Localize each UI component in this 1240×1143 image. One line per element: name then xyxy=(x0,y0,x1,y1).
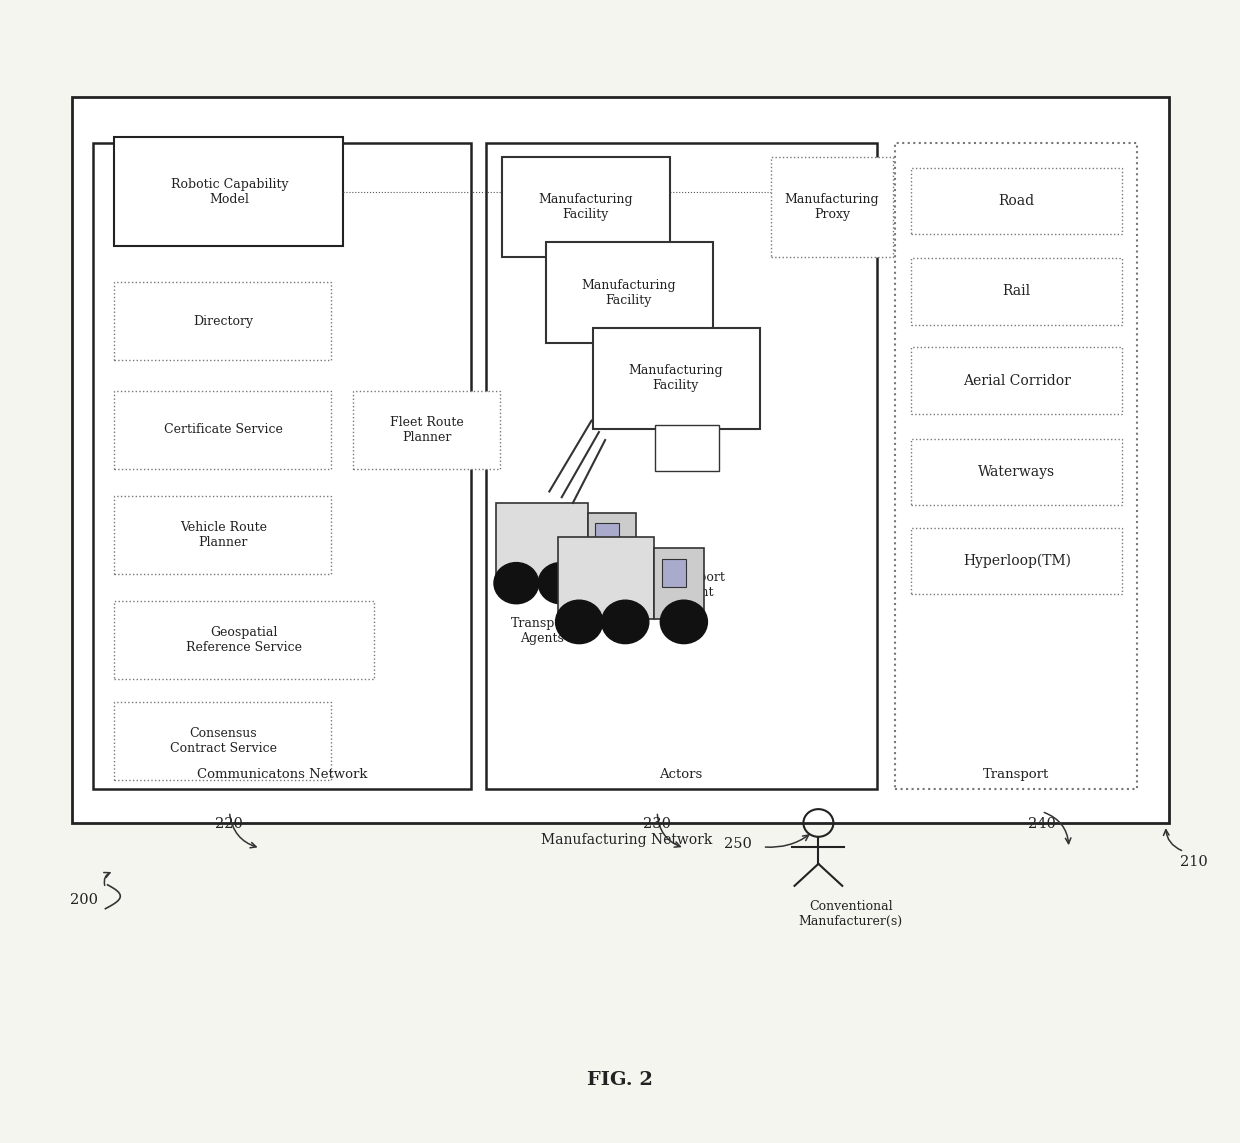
Text: Manufacturing
Proxy: Manufacturing Proxy xyxy=(785,193,879,221)
Bar xyxy=(588,513,636,580)
Text: FIG. 2: FIG. 2 xyxy=(587,1071,653,1089)
Bar xyxy=(114,282,331,360)
Bar xyxy=(353,391,500,469)
Text: Certificate Service: Certificate Service xyxy=(164,423,283,437)
Text: Vehicle Route
Planner: Vehicle Route Planner xyxy=(180,521,267,549)
Text: Aerial Corridor: Aerial Corridor xyxy=(963,374,1070,387)
Bar xyxy=(93,143,471,789)
Bar xyxy=(911,347,1122,414)
Circle shape xyxy=(494,562,538,604)
Circle shape xyxy=(594,562,639,604)
Text: Communicatons Network: Communicatons Network xyxy=(197,768,368,782)
Text: 220: 220 xyxy=(216,817,243,831)
Bar xyxy=(595,523,619,550)
Bar xyxy=(114,702,331,780)
Circle shape xyxy=(556,600,603,644)
Bar xyxy=(911,258,1122,325)
Text: Actors: Actors xyxy=(660,768,702,782)
Bar xyxy=(911,528,1122,594)
Circle shape xyxy=(538,562,583,604)
Bar xyxy=(895,143,1137,789)
Text: Road: Road xyxy=(998,194,1035,208)
Bar xyxy=(114,391,331,469)
Text: Consensus
Contract Service: Consensus Contract Service xyxy=(170,727,277,754)
Text: 210: 210 xyxy=(1180,855,1208,869)
Text: Fleet Route
Planner: Fleet Route Planner xyxy=(389,416,464,443)
Text: 240: 240 xyxy=(1028,817,1055,831)
Text: 250: 250 xyxy=(724,838,751,852)
Bar xyxy=(114,601,374,679)
Bar xyxy=(496,503,588,580)
Text: Hyperloop(TM): Hyperloop(TM) xyxy=(962,554,1071,568)
Text: Transport: Transport xyxy=(982,768,1049,782)
Circle shape xyxy=(601,600,649,644)
Text: Manufacturing Network: Manufacturing Network xyxy=(541,833,712,847)
Bar xyxy=(486,143,877,789)
Bar xyxy=(662,559,687,586)
Text: 230: 230 xyxy=(644,817,671,831)
Text: Directory: Directory xyxy=(193,314,253,328)
Text: Rail: Rail xyxy=(1003,285,1030,298)
Bar xyxy=(114,496,331,574)
Text: Conventional
Manufacturer(s): Conventional Manufacturer(s) xyxy=(799,901,903,928)
Text: Manufacturing
Facility: Manufacturing Facility xyxy=(629,365,723,392)
Text: Transport
Agents: Transport Agents xyxy=(511,617,573,645)
Text: 200: 200 xyxy=(71,893,98,906)
Circle shape xyxy=(660,600,707,644)
Text: Manufacturing
Facility: Manufacturing Facility xyxy=(538,193,632,221)
Bar xyxy=(546,242,713,343)
Bar xyxy=(655,425,719,471)
Text: Robotic Capability
Model: Robotic Capability Model xyxy=(171,178,288,206)
Bar xyxy=(911,168,1122,234)
Bar xyxy=(558,537,655,618)
Bar xyxy=(593,328,760,429)
Text: Manufacturing
Facility: Manufacturing Facility xyxy=(582,279,676,306)
Bar xyxy=(771,157,893,257)
Text: Transport
Agent: Transport Agent xyxy=(663,572,725,599)
Bar xyxy=(502,157,670,257)
Bar xyxy=(114,137,343,246)
Text: Waterways: Waterways xyxy=(978,465,1055,479)
Text: Geospatial
Reference Service: Geospatial Reference Service xyxy=(186,626,303,654)
Bar xyxy=(911,439,1122,505)
Bar xyxy=(655,549,703,618)
Bar xyxy=(72,97,1169,823)
